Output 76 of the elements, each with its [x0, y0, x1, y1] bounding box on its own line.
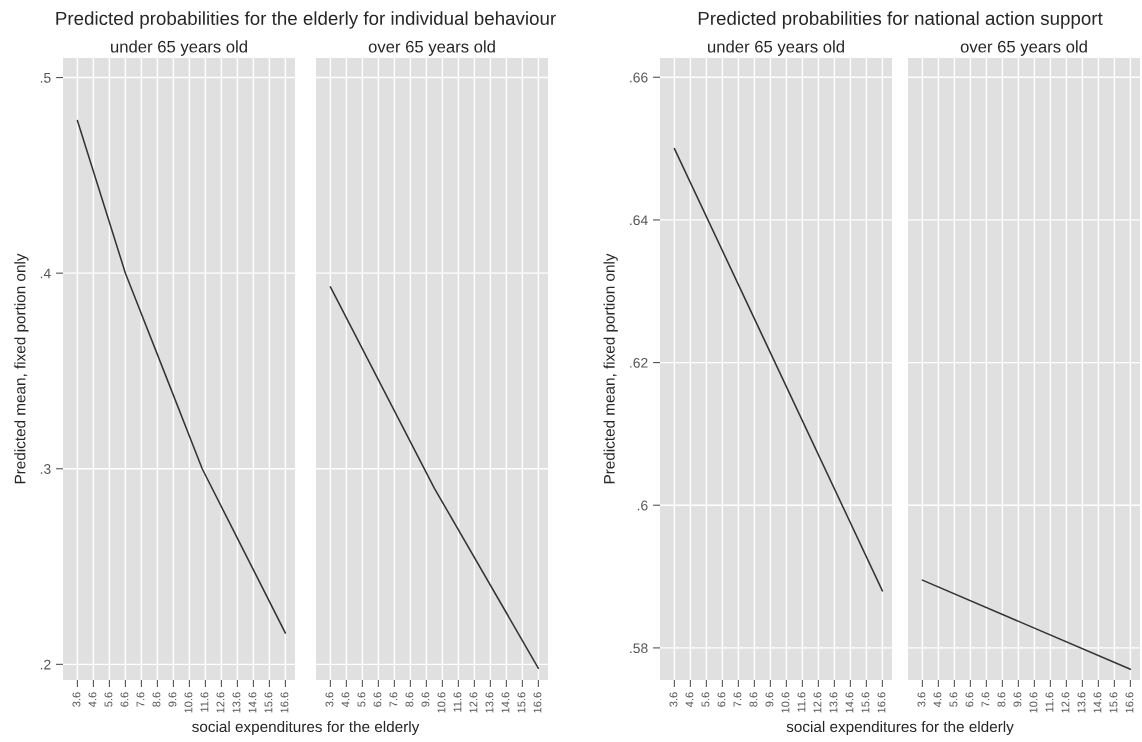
x-tick-label: 7.6	[733, 692, 742, 707]
x-tick-label: 7.6	[981, 692, 990, 707]
x-tick-label: 14.6	[501, 692, 510, 713]
x-tick-label: 10.6	[781, 692, 790, 713]
x-tick-label: 5.6	[701, 692, 710, 707]
x-tick-label: 8.6	[997, 692, 1006, 707]
x-tick-label: 10.6	[437, 692, 446, 713]
x-tick-label: 8.6	[749, 692, 758, 707]
x-tick-label: 12.6	[813, 692, 822, 713]
x-tick-label: 15.6	[1109, 692, 1118, 713]
x-tick-label: 5.6	[357, 692, 366, 707]
y-tick-label: .58	[630, 643, 648, 654]
y-tick-label: .6	[637, 500, 648, 511]
x-tick-label: 6.6	[965, 692, 974, 707]
x-tick-label: 12.6	[1061, 692, 1070, 713]
x-tick-label: 13.6	[485, 692, 494, 713]
chart-title: Predicted probabilities for the elderly for individual behaviour	[56, 11, 556, 29]
x-tick-label: 9.6	[421, 692, 430, 707]
x-tick-label: 16.6	[280, 692, 289, 713]
x-tick-label: 14.6	[845, 692, 854, 713]
x-tick-label: 11.6	[200, 692, 209, 712]
y-tick-label: .4	[40, 268, 51, 279]
chart-title: Predicted probabilities for national action support	[698, 11, 1103, 29]
x-tick-label: 10.6	[184, 692, 193, 713]
y-tick-label: .62	[630, 357, 648, 368]
x-tick-label: 5.6	[949, 692, 958, 707]
x-tick-label: 13.6	[1077, 692, 1086, 713]
x-tick-label: 3.6	[669, 692, 678, 707]
x-tick-label: 4.6	[88, 692, 97, 707]
x-tick-label: 11.6	[1045, 692, 1054, 712]
y-tick-label: .64	[630, 215, 648, 226]
x-tick-label: 3.6	[325, 692, 334, 707]
x-tick-label: 14.6	[248, 692, 257, 713]
x-tick-label: 9.6	[765, 692, 774, 707]
x-tick-label: 9.6	[168, 692, 177, 707]
x-tick-label: 3.6	[917, 692, 926, 707]
x-tick-label: 15.6	[264, 692, 273, 713]
x-tick-label: 4.6	[341, 692, 350, 707]
chart-subtitle: over 65 years old	[960, 40, 1087, 56]
y-tick-label: .5	[40, 73, 51, 83]
x-tick-label: 3.6	[72, 692, 81, 707]
x-tick-label: 13.6	[232, 692, 241, 713]
y-axis-title: Predicted mean, fixed portion only	[14, 253, 29, 484]
x-tick-label: 14.6	[1093, 692, 1102, 713]
x-tick-label: 13.6	[829, 692, 838, 713]
y-tick-label: .3	[40, 464, 51, 474]
x-tick-label: 11.6	[453, 692, 462, 712]
x-tick-label: 6.6	[120, 692, 129, 707]
x-tick-label: 4.6	[933, 692, 942, 707]
line-series	[76, 119, 287, 634]
chart-subtitle: under 65 years old	[708, 40, 844, 56]
x-tick-label: 10.6	[1029, 692, 1038, 713]
x-tick-label: 6.6	[373, 692, 382, 707]
y-tick-label: .2	[40, 659, 51, 670]
x-tick-label: 4.6	[685, 692, 694, 707]
x-tick-label: 16.6	[1125, 692, 1134, 713]
x-axis-title: social expenditures for the elderly	[786, 720, 1014, 736]
x-tick-label: 11.6	[797, 692, 806, 712]
x-tick-label: 12.6	[216, 692, 225, 713]
x-tick-label: 16.6	[533, 692, 542, 713]
chart-subtitle: over 65 years old	[368, 40, 495, 56]
x-tick-label: 12.6	[469, 692, 478, 713]
x-tick-label: 8.6	[405, 692, 414, 707]
x-tick-label: 9.6	[1013, 692, 1022, 707]
y-tick-label: .66	[630, 72, 648, 83]
x-axis-title: social expenditures for the elderly	[192, 720, 420, 736]
x-tick-label: 15.6	[861, 692, 870, 713]
x-tick-label: 7.6	[389, 692, 398, 707]
x-tick-label: 5.6	[104, 692, 113, 707]
x-tick-label: 8.6	[152, 692, 161, 707]
x-tick-label: 15.6	[517, 692, 526, 713]
y-axis-title: Predicted mean, fixed portion only	[603, 253, 618, 484]
x-tick-label: 6.6	[717, 692, 726, 707]
x-tick-label: 7.6	[136, 692, 145, 707]
x-tick-label: 16.6	[877, 692, 886, 713]
chart-subtitle: under 65 years old	[111, 40, 247, 56]
